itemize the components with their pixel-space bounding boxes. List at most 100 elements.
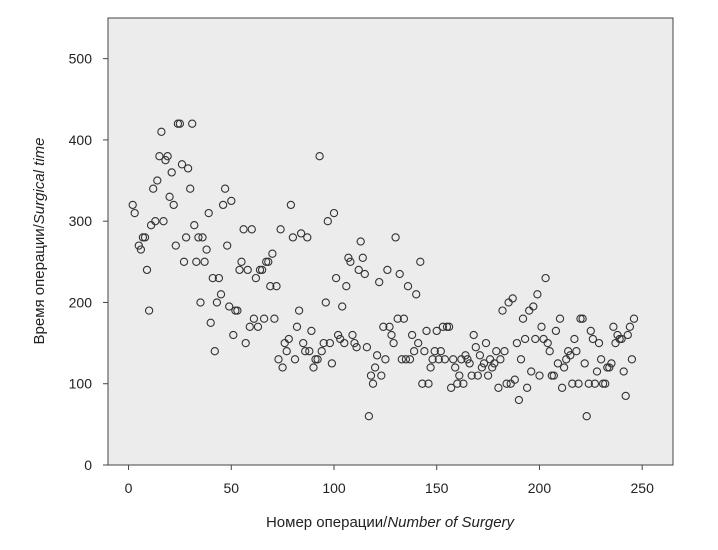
x-axis-ticks: 0 50 100 150 200 250 (125, 465, 654, 496)
data-point (557, 383, 567, 392)
data-point (428, 355, 437, 364)
data-point (399, 314, 409, 323)
data-point (522, 383, 532, 392)
data-point (151, 217, 160, 226)
data-point (305, 347, 314, 356)
data-point (434, 355, 443, 364)
data-point (243, 265, 252, 275)
data-point (518, 314, 528, 323)
data-point (580, 359, 589, 368)
data-point (196, 298, 205, 307)
data-point (490, 359, 499, 368)
data-point (465, 359, 474, 368)
data-point (545, 347, 554, 356)
y-tick-label: 400 (69, 132, 93, 148)
data-point (161, 156, 170, 165)
data-point (366, 371, 376, 380)
data-point (596, 355, 606, 364)
data-point (276, 225, 285, 234)
data-point (461, 351, 470, 360)
data-point (352, 343, 361, 352)
data-point (436, 347, 445, 356)
data-point (214, 273, 224, 283)
data-point (598, 379, 608, 388)
x-tick-label: 250 (631, 480, 655, 496)
data-point (442, 322, 452, 331)
data-point (253, 322, 263, 331)
data-point (225, 302, 234, 311)
data-point (516, 355, 526, 364)
data-point (566, 351, 575, 360)
y-tick-label: 100 (69, 376, 93, 392)
data-point (446, 383, 456, 392)
data-point (200, 257, 209, 266)
data-point (296, 229, 306, 238)
data-point (257, 265, 267, 275)
data-point (619, 367, 628, 376)
data-point (393, 314, 402, 323)
data-point (372, 351, 382, 360)
data-point (438, 322, 448, 331)
data-point (395, 269, 404, 279)
data-point (590, 379, 600, 388)
data-point (440, 355, 450, 364)
data-point (325, 338, 335, 348)
data-point (578, 314, 587, 323)
data-point (144, 306, 154, 315)
data-point (529, 302, 538, 311)
data-point (358, 253, 367, 262)
data-point (555, 314, 565, 323)
data-point (492, 347, 501, 356)
data-point (181, 233, 191, 242)
y-axis-title-main: Время операции/ (31, 223, 48, 344)
data-point (401, 355, 411, 364)
data-point (206, 318, 215, 327)
data-point (479, 359, 489, 368)
data-point (159, 217, 168, 226)
data-point (514, 395, 524, 405)
x-axis-title-main: Номер операции/ (266, 514, 388, 531)
data-point (327, 359, 337, 368)
data-point (183, 164, 193, 173)
data-point (223, 241, 232, 250)
data-point (245, 322, 254, 331)
data-point (313, 355, 322, 364)
data-point (403, 282, 413, 291)
data-point (282, 347, 291, 356)
data-point (262, 257, 271, 266)
data-point (333, 330, 343, 340)
data-point (218, 200, 228, 210)
data-point (142, 265, 152, 275)
data-point (409, 347, 419, 356)
data-point (272, 282, 281, 291)
data-point (537, 322, 546, 331)
data-point (543, 338, 552, 348)
data-point (627, 355, 637, 364)
data-point (155, 152, 164, 161)
data-point (301, 347, 310, 356)
data-point (342, 282, 351, 291)
data-point (488, 363, 497, 372)
data-point (360, 269, 369, 279)
x-tick-label: 150 (425, 480, 449, 496)
data-point (299, 338, 308, 348)
data-point (171, 241, 180, 250)
data-point (317, 347, 326, 356)
x-axis-title: Номер операции/Number of Surgery (266, 514, 516, 531)
data-point (259, 314, 269, 323)
data-point (290, 355, 300, 364)
data-point (500, 347, 509, 356)
data-point (370, 363, 380, 372)
data-point (149, 184, 158, 193)
data-point (268, 249, 277, 258)
data-point (346, 257, 355, 266)
data-point (601, 379, 610, 388)
data-point (140, 233, 150, 242)
data-point (572, 347, 581, 356)
data-point (385, 322, 394, 331)
data-point (559, 363, 569, 372)
data-point (473, 371, 482, 380)
data-point (564, 347, 573, 356)
data-point (617, 334, 626, 344)
data-point (387, 330, 396, 340)
